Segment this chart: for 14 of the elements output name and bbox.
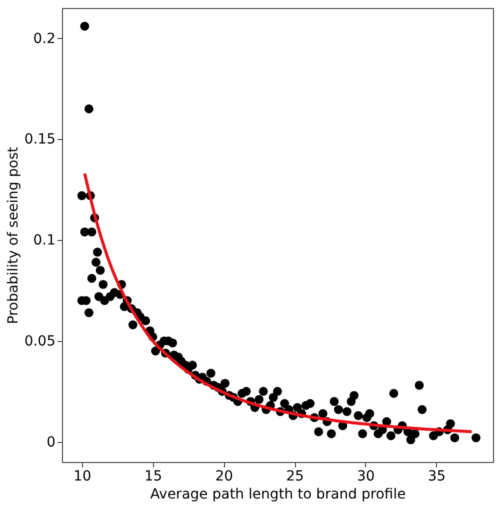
x-tick-label: 15 [144, 468, 162, 484]
x-tick-label: 30 [356, 468, 375, 484]
y-axis-title: Probability of seeing post [5, 146, 22, 324]
x-tick-label: 25 [286, 468, 304, 484]
x-axis-title: Average path length to brand profile [150, 486, 406, 502]
x-tick-label: 35 [428, 468, 446, 484]
x-tick-label: 10 [73, 468, 92, 484]
y-tick-label: 0.2 [33, 30, 56, 47]
y-tick-label: 0.05 [24, 333, 56, 350]
y-tick-label: 0 [46, 434, 56, 450]
line-series [83, 172, 474, 434]
x-tick-label: 20 [215, 468, 234, 484]
y-tick-label: 0.15 [24, 132, 56, 148]
y-tick-label: 0.1 [33, 232, 56, 249]
